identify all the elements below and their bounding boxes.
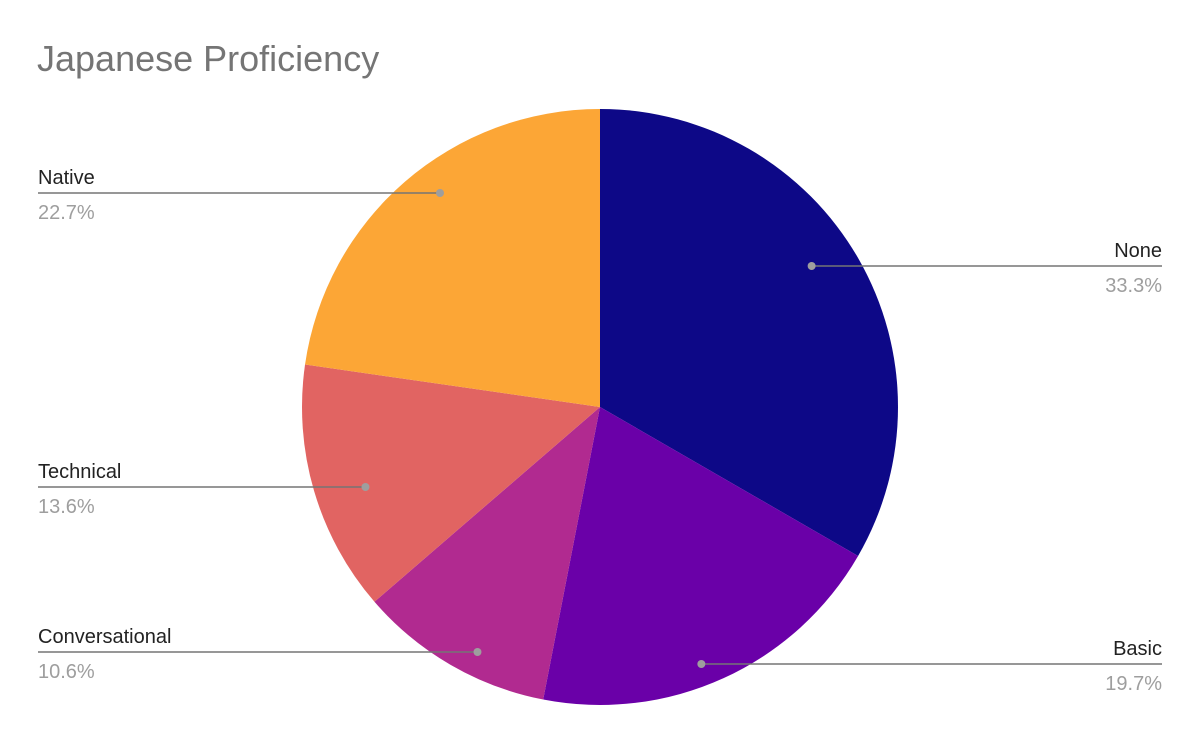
slice-label-native: Native [38, 167, 95, 189]
leader-dot-basic [697, 660, 706, 668]
chart-title: Japanese Proficiency [37, 38, 380, 79]
pie-slice-technical [301, 364, 600, 602]
leader-dot-native [436, 189, 445, 197]
slice-percent-none: 33.3% [1105, 275, 1162, 297]
pie-slice-conversational [374, 407, 600, 700]
slice-percent-basic: 19.7% [1105, 673, 1162, 695]
slice-percent-technical: 13.6% [38, 496, 95, 518]
pie-slice-none [600, 109, 898, 556]
slice-label-none: None [1114, 240, 1162, 262]
leader-dot-none [807, 262, 816, 270]
slice-label-technical: Technical [38, 461, 121, 483]
leader-dot-conversational [473, 648, 482, 656]
leader-dot-technical [361, 483, 370, 491]
pie-slices [301, 108, 898, 705]
pie-slice-native [305, 108, 600, 407]
slice-label-basic: Basic [1113, 638, 1162, 660]
pie-labels: None 33.3% Basic 19.7% Conversational 10.6% Te… [38, 167, 1162, 695]
slice-percent-native: 22.7% [38, 202, 95, 224]
slice-label-conversational: Conversational [38, 626, 171, 648]
pie-slice-basic [543, 407, 859, 705]
slice-percent-conversational: 10.6% [38, 661, 95, 683]
